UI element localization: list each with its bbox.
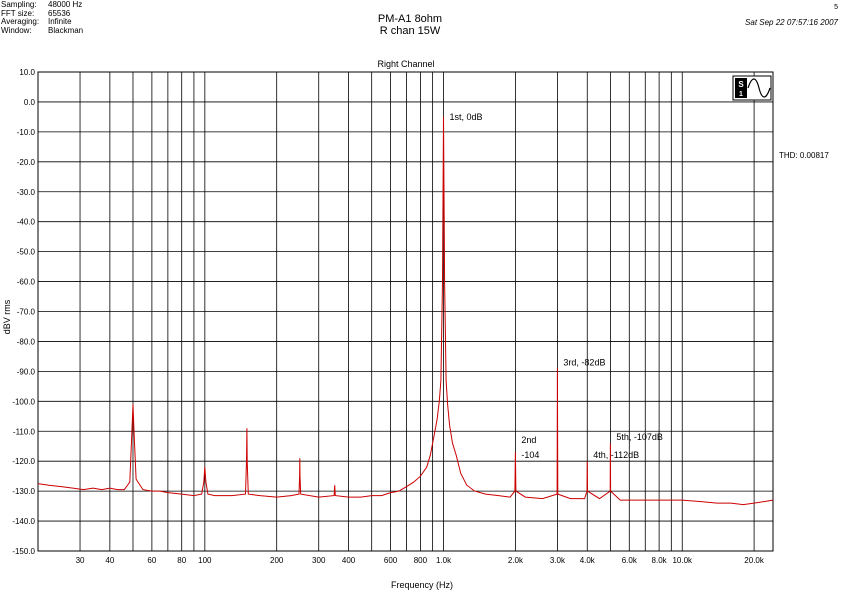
- y-tick-label: -120.0: [12, 457, 35, 466]
- title-line-1: PM-A1 8ohm: [377, 13, 443, 25]
- x-tick-label: 80: [177, 556, 186, 565]
- y-tick-label: -40.0: [17, 218, 36, 227]
- svg-text:1: 1: [739, 91, 743, 98]
- y-tick-label: -150.0: [12, 547, 35, 556]
- y-tick-label: -20.0: [17, 158, 36, 167]
- x-tick-label: 10.0k: [672, 556, 693, 565]
- x-tick-label: 1.0k: [436, 556, 452, 565]
- x-tick-label: 6.0k: [622, 556, 638, 565]
- x-tick-label: 60: [147, 556, 156, 565]
- y-tick-label: -30.0: [17, 188, 36, 197]
- thd-readout: THD: 0.00817: [779, 151, 829, 160]
- title-line-2: R chan 15W: [379, 25, 441, 37]
- x-tick-label: 600: [384, 556, 398, 565]
- y-tick-label: -130.0: [12, 487, 35, 496]
- y-tick-label: 10.0: [19, 68, 35, 77]
- y-tick-label: -60.0: [17, 278, 36, 287]
- x-tick-label: 8.0k: [652, 556, 668, 565]
- y-tick-label: -90.0: [17, 367, 36, 376]
- setting-label: Sampling:: [1, 0, 37, 9]
- chart-title: Right Channel: [377, 59, 434, 69]
- harmonic-annotation: 1st, 0dB: [450, 112, 483, 122]
- x-tick-label: 300: [312, 556, 326, 565]
- x-tick-label: 40: [105, 556, 114, 565]
- x-axis-label: Frequency (Hz): [391, 580, 453, 590]
- x-tick-label: 800: [414, 556, 428, 565]
- tick-labels: 10.0 0.0 -10.0 -20.0 -30.0 -40.0 -50.0 -60.0 -70…: [12, 68, 765, 565]
- setting-value: 48000 Hz: [48, 0, 83, 9]
- harmonic-annotation: 2nd: [521, 435, 536, 445]
- series: [37, 116, 774, 506]
- spectrum-trace: [37, 116, 774, 506]
- x-tick-label: 4.0k: [580, 556, 596, 565]
- y-tick-label: -140.0: [12, 517, 35, 526]
- x-tick-label: 2.0k: [508, 556, 524, 565]
- y-tick-label: 0.0: [24, 98, 36, 107]
- y-tick-label: -110.0: [13, 427, 36, 436]
- setting-label: Window:: [1, 25, 32, 35]
- measurement-settings-keys: Sampling: FFT size: Averaging: Window:: [1, 0, 40, 35]
- timestamp: Sat Sep 22 07:57:16 2007: [745, 18, 838, 27]
- x-tick-label: 3.0k: [550, 556, 566, 565]
- corner-mark: 5: [834, 4, 838, 11]
- x-tick-label: 400: [342, 556, 356, 565]
- setting-label: Averaging:: [1, 17, 40, 26]
- measurement-title: PM-A1 8ohm R chan 15W: [330, 13, 490, 37]
- measurement-settings-values: 48000 Hz 65536 Infinite Blackman: [48, 0, 84, 35]
- setting-value: 65536: [48, 8, 71, 18]
- annotations: 1st, 0dB 2nd -104 3rd, -82dB 5th, -107dB 4th,…: [450, 112, 663, 460]
- x-tick-label: 20.0k: [744, 556, 765, 565]
- harmonic-annotation: 3rd, -82dB: [563, 357, 605, 367]
- y-tick-label: -100.0: [12, 397, 35, 406]
- y-tick-label: -70.0: [17, 308, 36, 317]
- setting-value: Blackman: [48, 25, 84, 35]
- harmonic-annotation: -104: [521, 450, 539, 460]
- x-tick-label: 200: [270, 556, 284, 565]
- y-tick-label: -10.0: [17, 128, 36, 137]
- harmonic-annotation: 5th, -107dB: [616, 432, 663, 442]
- y-tick-label: -80.0: [17, 337, 36, 346]
- setting-label: FFT size:: [1, 8, 35, 18]
- y-axis-label: dBV rms: [2, 299, 12, 334]
- x-tick-label: 30: [76, 556, 85, 565]
- harmonic-annotation: 4th, -112dB: [593, 450, 639, 460]
- y-tick-label: -50.0: [17, 248, 36, 257]
- svg-text:S: S: [738, 80, 744, 89]
- ap-logo: S 1: [732, 75, 772, 101]
- x-tick-label: 100: [198, 556, 212, 565]
- setting-value: Infinite: [48, 17, 72, 26]
- grid: [37, 71, 774, 552]
